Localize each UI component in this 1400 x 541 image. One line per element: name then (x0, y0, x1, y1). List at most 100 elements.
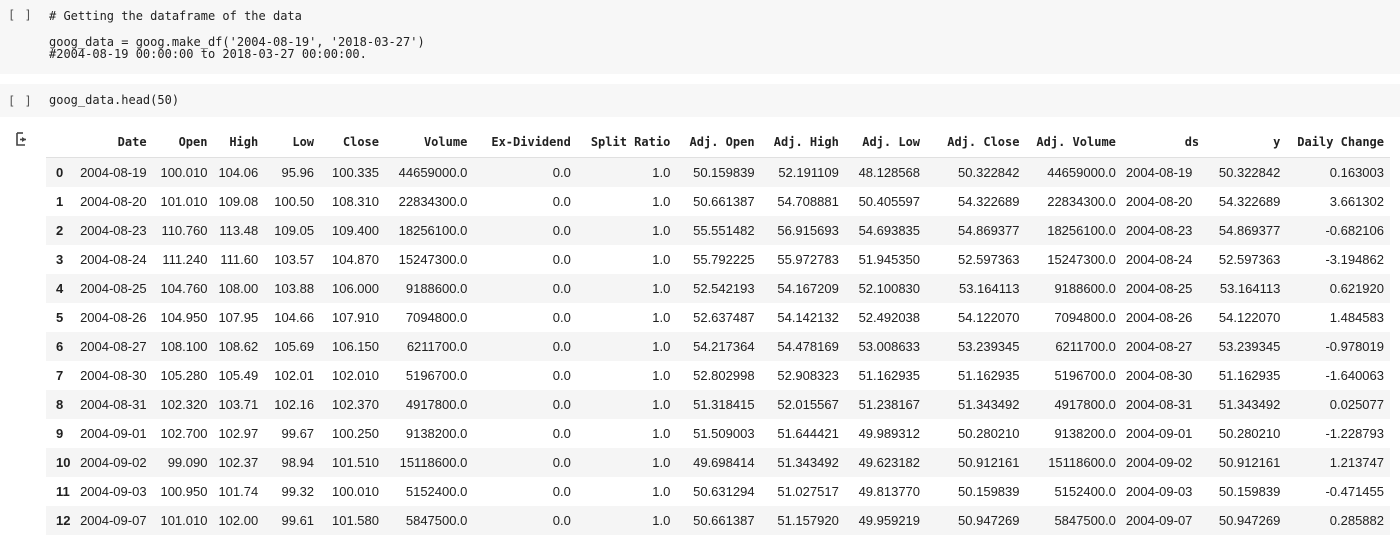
table-cell: 102.16 (264, 390, 321, 419)
table-cell: -0.978019 (1286, 332, 1390, 361)
table-cell: 109.05 (264, 216, 321, 245)
row-index: 7 (46, 361, 79, 390)
table-cell: 53.164113 (1205, 274, 1287, 303)
table-cell: 2004-08-30 (1121, 361, 1206, 390)
table-cell: 51.027517 (760, 477, 845, 506)
table-cell: 99.61 (264, 506, 321, 535)
table-cell: 2004-08-27 (78, 332, 153, 361)
table-cell: 49.623182 (844, 448, 927, 477)
table-cell: 2004-09-01 (78, 419, 153, 448)
table-cell: 102.010 (320, 361, 385, 390)
table-cell: 0.0 (473, 245, 577, 274)
table-cell: 54.217364 (676, 332, 761, 361)
table-cell: 104.66 (264, 303, 321, 332)
table-cell: 1.0 (576, 187, 677, 216)
table-cell: 101.74 (213, 477, 265, 506)
table-cell: 0.0 (473, 157, 577, 187)
table-cell: 1.0 (576, 157, 677, 187)
row-index: 5 (46, 303, 79, 332)
table-cell: 0.0 (473, 448, 577, 477)
table-cell: 51.644421 (760, 419, 845, 448)
table-cell: 106.000 (320, 274, 385, 303)
run-cell-button[interactable]: [ ] (8, 94, 33, 108)
table-cell: 109.08 (213, 187, 265, 216)
table-cell: 103.57 (264, 245, 321, 274)
table-cell: 9138200.0 (1025, 419, 1122, 448)
table-row: 8 2004-08-31 102.320 103.71 102.16 102.370 491… (46, 390, 1390, 419)
table-row: 7 2004-08-30 105.280 105.49 102.01 102.010 519… (46, 361, 1390, 390)
table-cell: 99.090 (152, 448, 214, 477)
table-cell: 104.950 (152, 303, 214, 332)
table-cell: 110.760 (152, 216, 214, 245)
row-index: 2 (46, 216, 79, 245)
column-header: High (213, 127, 265, 158)
row-index: 1 (46, 187, 79, 216)
table-cell: 52.802998 (676, 361, 761, 390)
row-index: 9 (46, 419, 79, 448)
table-row: 3 2004-08-24 111.240 111.60 103.57 104.870 152… (46, 245, 1390, 274)
table-cell: 5196700.0 (385, 361, 474, 390)
table-cell: 2004-08-19 (1121, 157, 1206, 187)
table-cell: 98.94 (264, 448, 321, 477)
output-arrow-icon[interactable] (14, 130, 34, 150)
row-index: 6 (46, 332, 79, 361)
table-cell: 5847500.0 (1025, 506, 1122, 535)
column-header: Date (78, 127, 153, 158)
table-cell: 107.910 (320, 303, 385, 332)
table-cell: 109.400 (320, 216, 385, 245)
table-cell: 104.870 (320, 245, 385, 274)
table-cell: 51.509003 (676, 419, 761, 448)
code-cell-dataframe[interactable]: [ ] # Getting the dataframe of the data … (0, 0, 1400, 74)
table-cell: 52.191109 (760, 157, 845, 187)
code-cell-head[interactable]: [ ] goog_data.head(50) (0, 84, 1400, 117)
table-cell: 22834300.0 (1025, 187, 1122, 216)
table-cell: 99.32 (264, 477, 321, 506)
table-cell: 49.989312 (844, 419, 927, 448)
table-cell: 51.162935 (1205, 361, 1287, 390)
table-cell: 1.213747 (1286, 448, 1390, 477)
table-cell: 9138200.0 (385, 419, 474, 448)
column-header: ds (1121, 127, 1206, 158)
table-cell: 44659000.0 (385, 157, 474, 187)
table-cell: 51.343492 (760, 448, 845, 477)
column-header: Adj. Volume (1025, 127, 1122, 158)
table-cell: 0.0 (473, 274, 577, 303)
table-cell: 102.700 (152, 419, 214, 448)
table-cell: 44659000.0 (1025, 157, 1122, 187)
table-cell: 5152400.0 (1025, 477, 1122, 506)
table-cell: 2004-09-02 (78, 448, 153, 477)
table-row: 2 2004-08-23 110.760 113.48 109.05 109.400 182… (46, 216, 1390, 245)
table-cell: 53.239345 (1205, 332, 1287, 361)
table-cell: 1.0 (576, 216, 677, 245)
table-cell: 2004-08-25 (78, 274, 153, 303)
table-cell: 2004-09-03 (1121, 477, 1206, 506)
table-cell: 52.908323 (760, 361, 845, 390)
table-cell: 105.49 (213, 361, 265, 390)
table-cell: 111.60 (213, 245, 265, 274)
table-cell: 101.580 (320, 506, 385, 535)
run-cell-button[interactable]: [ ] (8, 8, 33, 22)
table-cell: 49.813770 (844, 477, 927, 506)
table-cell: -1.640063 (1286, 361, 1390, 390)
row-index: 11 (46, 477, 79, 506)
table-cell: 2004-09-01 (1121, 419, 1206, 448)
table-cell: 101.010 (152, 187, 214, 216)
table-cell: 2004-08-30 (78, 361, 153, 390)
table-cell: 0.0 (473, 506, 577, 535)
table-cell: 18256100.0 (385, 216, 474, 245)
column-header: y (1205, 127, 1287, 158)
table-cell: 105.280 (152, 361, 214, 390)
table-cell: 2004-08-20 (78, 187, 153, 216)
table-cell: 54.142132 (760, 303, 845, 332)
table-cell: 1.0 (576, 332, 677, 361)
table-cell: 0.0 (473, 477, 577, 506)
table-cell: 99.67 (264, 419, 321, 448)
table-cell: 104.760 (152, 274, 214, 303)
table-cell: 2004-08-27 (1121, 332, 1206, 361)
table-cell: 53.008633 (844, 332, 927, 361)
table-cell: -0.471455 (1286, 477, 1390, 506)
table-cell: 102.320 (152, 390, 214, 419)
table-row: 4 2004-08-25 104.760 108.00 103.88 106.000 918… (46, 274, 1390, 303)
table-cell: 1.0 (576, 419, 677, 448)
table-cell: 52.637487 (676, 303, 761, 332)
